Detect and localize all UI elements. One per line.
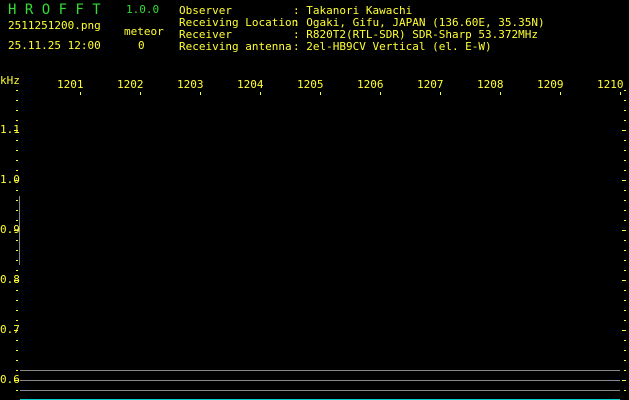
app-title: H R O F F T [8,2,101,18]
meteor-label: meteor [124,25,164,38]
x-tick-label: 1203 [177,78,204,91]
antenna-value: : 2el-HB9CV Vertical (el. E-W) [293,40,492,53]
observer-label: Observer [179,4,232,17]
location-label: Receiving Location [179,16,299,29]
y-tick-label: 1.1 [0,123,20,136]
meteor-count: 0 [138,39,145,52]
file-datetime: 25.11.25 12:00 [8,39,101,52]
receiver-value: : R820T2(RTL-SDR) SDR-Sharp 53.372MHz [293,28,539,41]
file-name: 2511251200.png [8,19,101,32]
y-tick-label: 1.0 [0,173,20,186]
x-tick-label: 1207 [417,78,444,91]
app-version: 1.0.0 [126,3,160,16]
x-tick-label: 1208 [477,78,504,91]
x-tick-label: 1205 [297,78,324,91]
x-tick-label: 1206 [357,78,384,91]
y-tick-label: 0.6 [0,373,20,386]
receiver-label: Receiver [179,28,232,41]
y-tick-label: 0.9 [0,223,20,236]
location-value: : Ogaki, Gifu, JAPAN (136.60E, 35.35N) [293,16,545,29]
x-tick-label: 1201 [57,78,84,91]
y-tick-label: 0.8 [0,273,20,286]
unit-label: kHz [0,74,20,87]
x-tick-label: 1209 [537,78,564,91]
x-tick-label: 1204 [237,78,264,91]
observer-value: : Takanori Kawachi [293,4,413,17]
x-tick-label: 1202 [117,78,144,91]
x-tick-label: 1210 [597,78,624,91]
antenna-label: Receiving antenna [179,40,292,53]
y-tick-label: 0.7 [0,323,20,336]
